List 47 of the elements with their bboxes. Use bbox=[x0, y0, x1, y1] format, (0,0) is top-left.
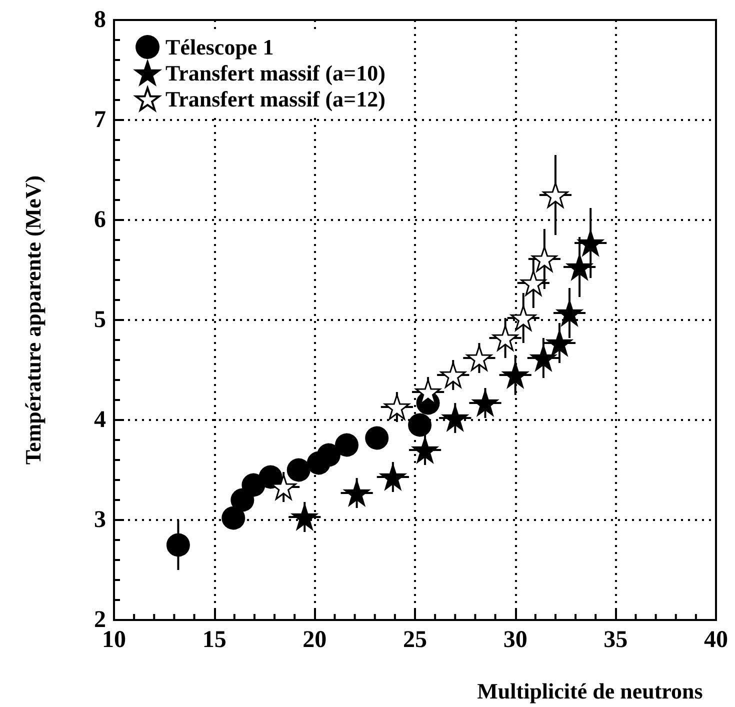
legend-label: Transfert massif (a=12) bbox=[166, 86, 386, 112]
point bbox=[566, 254, 592, 280]
y-tick-label: 5 bbox=[94, 307, 106, 333]
point bbox=[556, 300, 582, 326]
point bbox=[412, 437, 438, 463]
y-tick-label: 8 bbox=[94, 7, 106, 33]
point bbox=[222, 506, 246, 530]
y-tick-label: 4 bbox=[94, 407, 106, 433]
point bbox=[510, 305, 536, 331]
point bbox=[546, 330, 572, 356]
y-axis-title: Température apparente (MeV) bbox=[20, 175, 46, 465]
x-tick-label: 15 bbox=[202, 627, 226, 653]
point bbox=[316, 443, 340, 467]
point bbox=[258, 465, 282, 489]
point bbox=[472, 390, 498, 416]
point bbox=[384, 394, 410, 420]
x-tick-label: 30 bbox=[503, 627, 528, 653]
point bbox=[365, 426, 389, 450]
point bbox=[380, 464, 406, 490]
point bbox=[440, 362, 466, 388]
y-tick-label: 7 bbox=[94, 107, 106, 133]
point bbox=[166, 533, 190, 557]
point bbox=[242, 473, 266, 497]
y-tick-label: 3 bbox=[94, 507, 106, 533]
point bbox=[532, 246, 558, 272]
legend-label: Télescope 1 bbox=[166, 34, 274, 60]
point bbox=[408, 413, 432, 437]
legend-label: Transfert massif (a=10) bbox=[166, 60, 386, 86]
x-tick-label: 25 bbox=[403, 627, 427, 653]
point bbox=[530, 345, 556, 371]
x-axis-title: Multiplicité de neutrons bbox=[477, 678, 704, 704]
point bbox=[292, 504, 318, 530]
y-tick-label: 6 bbox=[94, 207, 106, 233]
point bbox=[286, 458, 310, 482]
point bbox=[335, 433, 359, 457]
point bbox=[466, 345, 492, 371]
point bbox=[230, 488, 254, 512]
x-tick-label: 35 bbox=[604, 627, 628, 653]
x-tick-label: 20 bbox=[302, 627, 327, 653]
point bbox=[502, 362, 528, 388]
point bbox=[520, 270, 546, 296]
point bbox=[492, 325, 518, 351]
x-tick-label: 40 bbox=[704, 627, 728, 653]
point bbox=[542, 182, 568, 208]
point bbox=[442, 405, 468, 431]
point bbox=[578, 230, 604, 256]
point bbox=[344, 480, 370, 506]
